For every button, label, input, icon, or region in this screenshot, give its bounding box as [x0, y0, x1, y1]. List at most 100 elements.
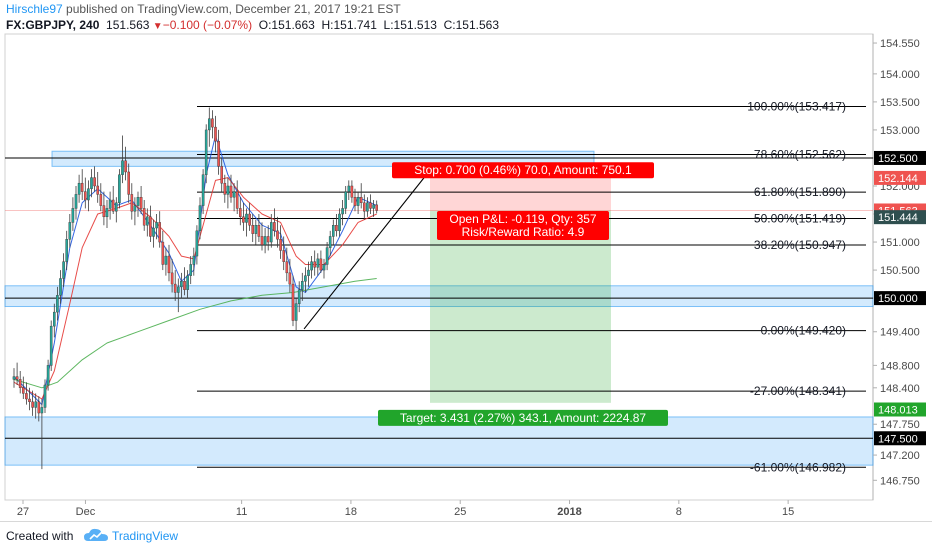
candle-body [344, 191, 348, 209]
trendline[interactable] [303, 174, 427, 330]
price-chart[interactable]: 100.00%(153.417) 78.60%(152.562) 61.80%(15… [0, 0, 932, 521]
candle-body [204, 129, 208, 175]
candle-body [235, 191, 239, 209]
candle-body [161, 241, 165, 265]
candle-body [189, 264, 193, 276]
candles [12, 107, 379, 470]
candle-body [142, 208, 146, 226]
candle-body [68, 222, 72, 240]
candle-body [108, 199, 112, 209]
candle-111 [356, 191, 360, 215]
publish-info: Hirschle97 published on TradingView.com,… [6, 2, 401, 16]
candle-body [322, 264, 326, 271]
candle-55 [183, 267, 186, 296]
footer: Created with TradingView [0, 521, 932, 551]
candle-body [93, 177, 96, 187]
candle-body [49, 325, 53, 366]
candle-103 [332, 219, 335, 245]
candle-body [176, 286, 180, 293]
time-axis[interactable]: 27 Dec 11 18 25 2018 8 15 [17, 500, 794, 518]
x-tick-label-4: 25 [454, 506, 466, 518]
zone-1 [4, 285, 874, 308]
candle-22 [80, 169, 84, 200]
stop-label: Stop: 0.700 (0.46%) 70.0, Amount: 750.1 [392, 162, 654, 179]
x-tick-label-7: 15 [782, 506, 794, 518]
candle-body [124, 160, 127, 173]
candle-65 [214, 115, 217, 153]
candle-89 [288, 258, 292, 293]
target-label-box [378, 409, 668, 426]
candle-26 [93, 166, 96, 192]
candle-30 [105, 200, 109, 229]
candle-116 [372, 200, 375, 217]
candle-body [338, 213, 341, 232]
candle-5 [28, 387, 31, 411]
candle-body [40, 407, 44, 414]
candle-body [328, 236, 332, 248]
candle-34 [118, 169, 121, 209]
long-position-tool[interactable] [430, 171, 611, 403]
candle-23 [83, 177, 87, 209]
fib-label-5: 0.00%(149.420) [761, 324, 846, 338]
y-tick-label-1: 154.000 [880, 69, 920, 81]
ascending-trendline [303, 174, 427, 330]
candle-95 [307, 261, 310, 287]
candle-24 [87, 180, 90, 212]
candle-97 [313, 250, 317, 276]
author-name[interactable]: Hirschle97 [6, 2, 63, 16]
candle-47 [158, 211, 162, 248]
fibonacci-retracement[interactable]: 100.00%(153.417) 78.60%(152.562) 61.80%(15… [197, 100, 866, 475]
candle-82 [266, 225, 270, 251]
pl-label-box [437, 211, 609, 240]
candle-8 [37, 396, 41, 422]
candle-42 [142, 200, 146, 231]
price-tag-box [874, 150, 926, 165]
y-tick-label-11: 148.800 [880, 360, 920, 372]
y-tick-label-10: 149.400 [880, 327, 920, 339]
candle-9 [40, 399, 44, 470]
candle-18 [68, 214, 72, 248]
price-tag-text: 151.444 [878, 212, 918, 224]
candle-99 [319, 250, 323, 273]
candle-body [22, 387, 25, 394]
candle-body [266, 236, 270, 243]
candle-31 [108, 191, 112, 220]
y-tick-label-3: 153.000 [880, 125, 920, 137]
candle-body [251, 225, 255, 234]
candle-50 [167, 244, 171, 282]
candle-body [183, 281, 186, 290]
candle-52 [173, 270, 177, 301]
price-axis[interactable]: 154.550154.000153.500153.000152.500152.0… [873, 38, 926, 487]
candle-body [347, 185, 351, 192]
price-tag-box [874, 210, 926, 225]
y-tick-label-15: 146.750 [880, 475, 920, 487]
candle-77 [251, 214, 255, 243]
tradingview-cloud-icon [84, 528, 108, 541]
candle-body [248, 213, 251, 226]
fib-label-0: 100.00%(153.417) [747, 100, 846, 114]
candle-54 [180, 272, 183, 299]
candle-81 [263, 228, 267, 254]
candle-body [198, 205, 202, 232]
candle-body [285, 261, 289, 274]
candle-body [279, 239, 282, 251]
candle-90 [291, 275, 295, 327]
candle-106 [341, 200, 344, 226]
candle-86 [279, 225, 282, 259]
candle-53 [176, 278, 180, 313]
tradingview-brand[interactable]: TradingView [112, 529, 179, 543]
candle-4 [25, 382, 28, 405]
candle-body [28, 398, 31, 403]
candle-46 [155, 214, 158, 240]
fib-label-6: -27.00%(148.341) [750, 384, 846, 398]
x-tick-label-5: 2018 [557, 506, 581, 518]
candle-0 [12, 368, 16, 388]
ohlc-open: O:151.663 [258, 18, 315, 32]
candle-73 [238, 197, 242, 226]
fib-label-7: -61.00%(146.982) [750, 460, 846, 474]
key-levels [5, 157, 873, 439]
candle-70 [229, 174, 233, 203]
candle-body [301, 281, 304, 290]
candle-117 [375, 200, 379, 214]
candle-body [186, 275, 189, 290]
